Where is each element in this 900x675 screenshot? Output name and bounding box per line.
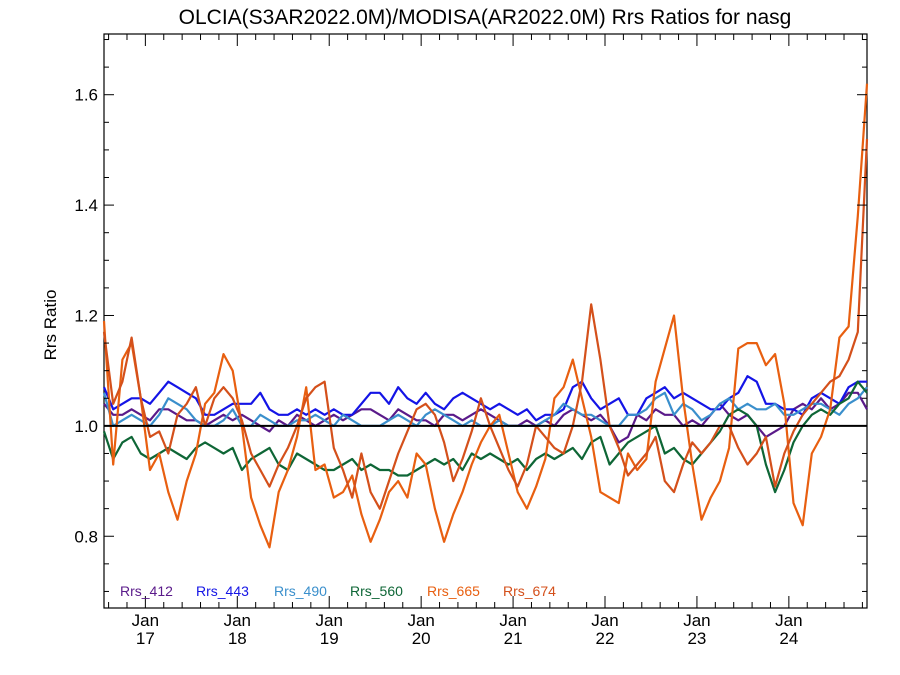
- x-tick-label-month: Jan: [499, 611, 526, 630]
- series-line-rrs-665: [102, 83, 869, 549]
- legend-item-rrs-665: Rrs_665: [427, 583, 480, 599]
- y-tick-label: 1.2: [74, 306, 98, 325]
- chart-title: OLCIA(S3AR2022.0M)/MODISA(AR2022.0M) Rrs…: [179, 6, 792, 29]
- x-tick-label-month: Jan: [132, 611, 159, 630]
- x-tick-label-day: 24: [779, 629, 798, 648]
- x-tick-label-day: 19: [320, 629, 339, 648]
- x-tick-label-month: Jan: [775, 611, 802, 630]
- series-line-rrs-674: [102, 138, 869, 510]
- legend-item-rrs-412: Rrs_412: [120, 583, 173, 599]
- x-tick-label-day: 23: [687, 629, 706, 648]
- x-tick-label-month: Jan: [407, 611, 434, 630]
- series-line-rrs-560: [102, 380, 868, 494]
- x-tick-label-month: Jan: [316, 611, 343, 630]
- y-tick-label: 0.8: [74, 527, 98, 546]
- x-tick-label-month: Jan: [591, 611, 618, 630]
- legend: Rrs_412 Rrs_443 Rrs_490 Rrs_560 Rrs_665 Rrs_6…: [120, 583, 556, 599]
- legend-item-rrs-443: Rrs_443: [196, 583, 249, 599]
- plot-frame: [103, 33, 868, 609]
- x-tick-label-month: Jan: [683, 611, 710, 630]
- x-tick-label-day: 18: [228, 629, 247, 648]
- x-tick-label-day: 21: [504, 629, 523, 648]
- y-axis-ticks: 0.8 1.0 1.2 1.4 1.6: [74, 39, 867, 592]
- x-tick-label-month: Jan: [224, 611, 251, 630]
- y-tick-label: 1.4: [74, 196, 98, 215]
- legend-item-rrs-490: Rrs_490: [274, 583, 327, 599]
- y-tick-label: 1.6: [74, 86, 98, 105]
- legend-item-rrs-560: Rrs_560: [350, 583, 403, 599]
- x-tick-label-day: 20: [412, 629, 431, 648]
- x-tick-label-day: 22: [596, 629, 615, 648]
- plot-area: 0.81.01.21.41.6 Jan17Jan18Jan19Jan20Jan2…: [74, 33, 869, 648]
- series-line-rrs-443: [102, 375, 867, 422]
- legend-item-rrs-674: Rrs_674: [503, 583, 556, 599]
- x-tick-label-day: 17: [136, 629, 155, 648]
- series-layer: [102, 83, 869, 549]
- y-axis-label: Rrs Ratio: [41, 290, 60, 361]
- y-tick-label: 1.0: [74, 417, 98, 436]
